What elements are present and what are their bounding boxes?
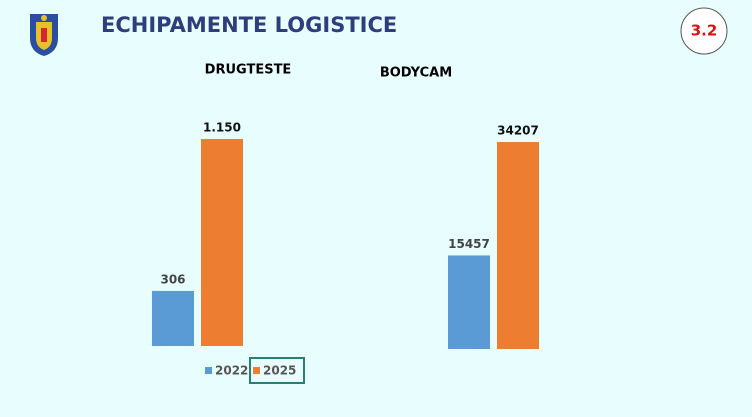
- crest: [30, 14, 58, 56]
- badge: [680, 7, 728, 55]
- chart-title: BODYCAM: [380, 66, 452, 81]
- legend-label: 2022: [215, 364, 248, 378]
- badge-text: 3.2: [691, 22, 718, 40]
- value-label: 15457: [448, 237, 490, 251]
- value-label: 34207: [497, 124, 539, 138]
- slide-title: ECHIPAMENTE LOGISTICE: [101, 13, 397, 37]
- legend-swatch: [253, 367, 260, 374]
- bar: [448, 255, 490, 349]
- legend-label: 2025: [263, 364, 296, 378]
- legend-swatch: [205, 367, 212, 374]
- chart-title: DRUGTESTE: [205, 63, 292, 78]
- bar: [497, 142, 539, 349]
- value-label: 306: [160, 272, 185, 286]
- legend-highlight: [249, 357, 305, 384]
- bar: [201, 139, 243, 346]
- value-label: 1.150: [203, 121, 241, 135]
- bar: [152, 290, 194, 346]
